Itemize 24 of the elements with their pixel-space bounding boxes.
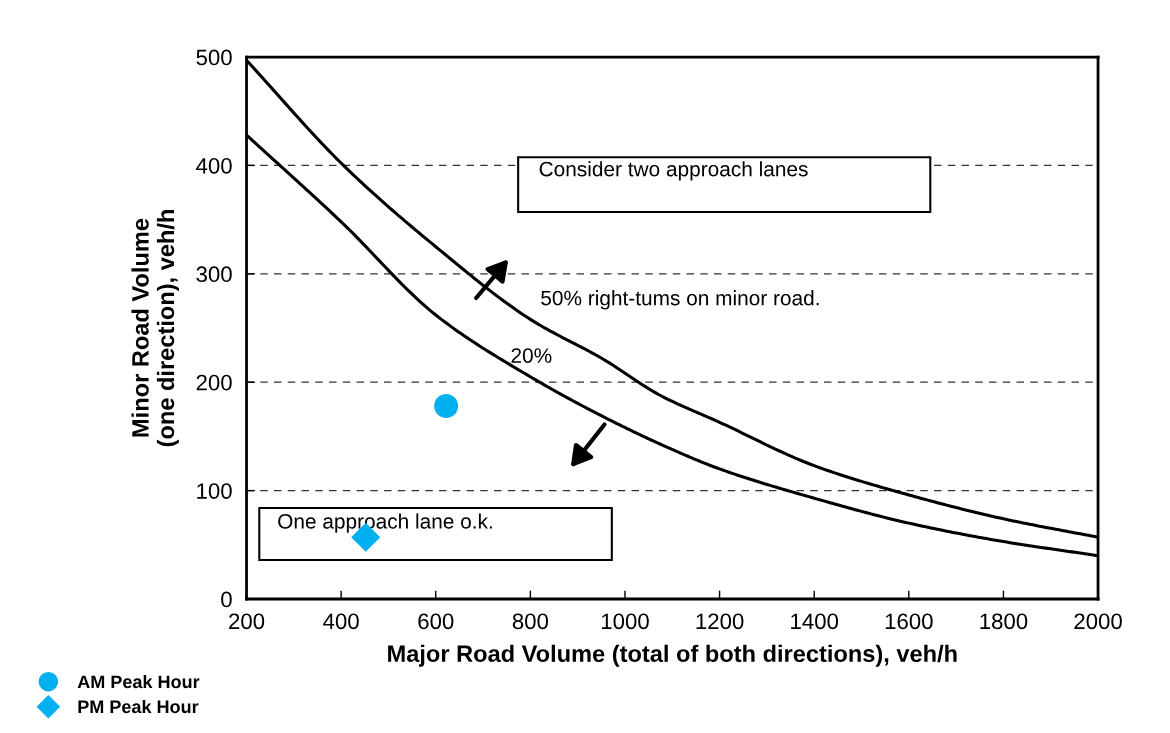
annotation: Consider two approach lanes	[539, 161, 808, 181]
x-tick-label: 1000	[601, 613, 649, 630]
x-tick-label: 1400	[791, 613, 839, 630]
y-tick-label: 0	[221, 591, 232, 608]
legend-label: AM Peak Hour	[77, 674, 200, 689]
series-label: 50% right-tums on minor road.	[541, 290, 819, 310]
x-tick-label: 1600	[885, 613, 933, 630]
y-tick-label: 400	[196, 157, 232, 174]
legend-label: PM Peak Hour	[78, 699, 199, 714]
x-tick-label: 200	[229, 613, 265, 630]
x-tick-label: 800	[512, 613, 549, 630]
x-tick-label: 600	[418, 613, 454, 630]
x-tick-label: 2000	[1074, 613, 1122, 630]
y-axis-title: Minor Road Volume (one direction), veh/h	[131, 210, 179, 447]
y-tick-label: 500	[196, 49, 232, 66]
x-axis-title: Major Road Volume (total of both directions), veh/h	[388, 644, 957, 667]
y-tick-label: 100	[197, 483, 232, 499]
annotation: One approach lane o.k.	[278, 513, 492, 533]
y-tick-label: 200	[196, 374, 232, 391]
x-tick-label: 400	[323, 613, 359, 630]
series-label: 20%	[511, 348, 552, 363]
y-tick-label: 300	[196, 266, 232, 283]
x-tick-label: 1800	[980, 613, 1028, 630]
x-tick-label: 1200	[696, 613, 744, 630]
